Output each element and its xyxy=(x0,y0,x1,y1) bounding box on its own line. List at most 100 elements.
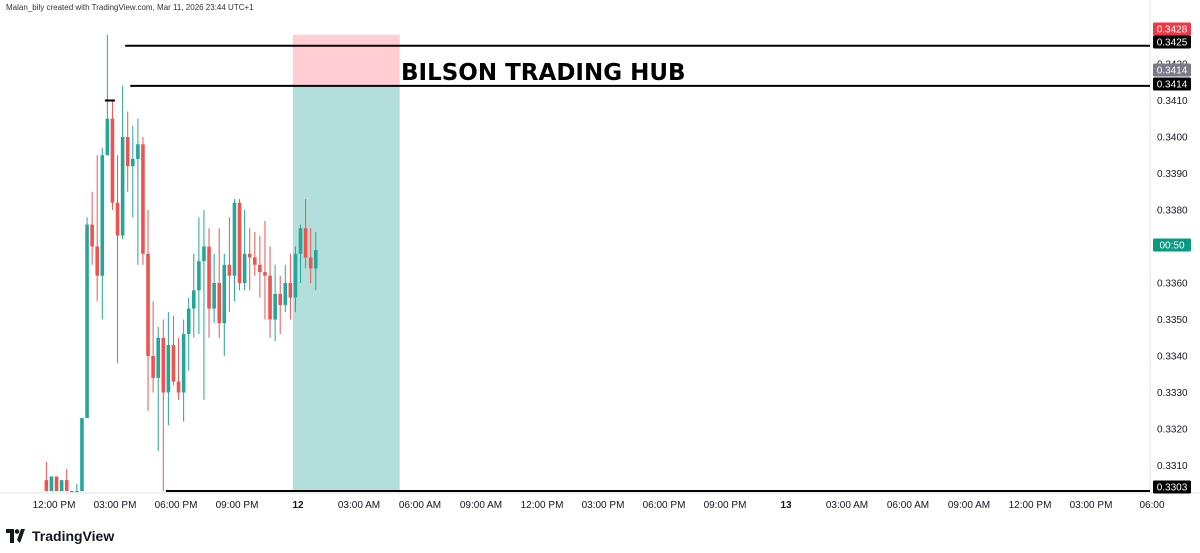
annotation-text[interactable]: BILSON TRADING HUB xyxy=(401,60,686,86)
candle-body xyxy=(136,144,140,159)
price-badges: 0.3428 0.3425 0.3414 0.3414 00:50 0.3303 xyxy=(1153,22,1191,494)
candle-body xyxy=(278,293,283,305)
candle-body xyxy=(156,337,161,378)
price-badge-label: 0.3428 xyxy=(1157,25,1188,36)
candle-body xyxy=(151,356,155,378)
time-tick-label: 03:00 PM xyxy=(1070,500,1113,511)
candle-body xyxy=(268,275,272,320)
candle-body xyxy=(69,491,74,493)
candle-body xyxy=(130,158,135,167)
candle-body xyxy=(100,155,105,276)
time-tick-label: 03:00 PM xyxy=(94,500,137,511)
price-badge xyxy=(1153,77,1191,91)
candle-body xyxy=(95,246,100,276)
candle-body xyxy=(263,272,267,276)
horizontal-lines[interactable] xyxy=(104,44,1150,493)
candle-body xyxy=(146,253,150,356)
price-badge-label: 0.3414 xyxy=(1157,80,1188,91)
candle-body xyxy=(283,283,288,305)
price-tick-label: 0.3400 xyxy=(1157,133,1188,144)
price-badge-label: 0.3414 xyxy=(1157,66,1188,77)
time-tick-label: 06:00 AM xyxy=(887,500,929,511)
date-tick-label: 12 xyxy=(292,500,304,511)
candle-body xyxy=(171,345,176,382)
candle-body xyxy=(75,491,79,493)
candle-body xyxy=(191,290,196,309)
price-tick-label: 0.3350 xyxy=(1157,315,1188,326)
price-tick-label: 0.3360 xyxy=(1157,279,1188,290)
candle-body xyxy=(105,118,110,156)
price-badge xyxy=(1153,63,1191,77)
time-axis[interactable]: 12:00 PM 03:00 PM 06:00 PM 09:00 PM 12 03:00 … xyxy=(33,500,1165,511)
time-tick-label: 09:00 AM xyxy=(948,500,990,511)
candle-body xyxy=(115,202,120,236)
price-tick-label: 0.3340 xyxy=(1157,352,1188,363)
time-tick-label: 09:00 AM xyxy=(460,500,502,511)
candle-body xyxy=(212,283,216,309)
take-profit-zone[interactable] xyxy=(292,85,400,492)
price-badge xyxy=(1153,480,1191,494)
candle-body xyxy=(49,476,54,492)
price-badge xyxy=(1153,22,1191,36)
candle-body xyxy=(64,480,69,492)
time-tick-label: 09:00 PM xyxy=(216,500,259,511)
price-badge-label: 0.3303 xyxy=(1157,483,1188,494)
candle-body xyxy=(161,337,166,393)
price-tick-label: 0.3330 xyxy=(1157,388,1188,399)
time-tick-label: 03:00 PM xyxy=(582,500,625,511)
candle-body xyxy=(237,202,242,283)
candle-body xyxy=(222,264,227,324)
candle-body xyxy=(110,118,115,203)
candle-body xyxy=(59,480,64,492)
candle-body xyxy=(120,137,125,236)
date-tick-label: 13 xyxy=(780,500,792,511)
candle-body xyxy=(80,418,84,492)
price-tick-label: 0.3390 xyxy=(1157,169,1188,180)
candle-body xyxy=(217,283,222,324)
time-tick-label: 06:00 xyxy=(1139,500,1164,511)
tradingview-brand: TradingView xyxy=(32,528,115,544)
price-axis[interactable]: 0.3310 0.3320 0.3330 0.3340 0.3350 0.3360 0.33… xyxy=(1157,60,1188,473)
candle-body xyxy=(202,246,206,262)
candle-body xyxy=(197,261,201,291)
tradingview-footer[interactable]: TradingView xyxy=(6,524,114,548)
candle-body xyxy=(273,293,277,320)
time-tick-label: 06:00 PM xyxy=(643,500,686,511)
price-tick-label: 0.3410 xyxy=(1157,96,1188,107)
candle-body xyxy=(258,264,262,273)
candle-body xyxy=(141,144,145,254)
candle-body xyxy=(125,137,130,167)
price-badge xyxy=(1153,238,1191,252)
time-tick-label: 06:00 AM xyxy=(399,500,441,511)
candle-body xyxy=(227,264,232,276)
candle-body xyxy=(207,246,211,309)
candle-body xyxy=(44,480,49,492)
candle-body xyxy=(54,476,59,492)
candle-body xyxy=(298,228,303,254)
time-tick-label: 03:00 AM xyxy=(826,500,868,511)
candle-body xyxy=(247,253,252,258)
candle-body xyxy=(308,257,313,269)
candle-body xyxy=(186,308,191,335)
candle-body xyxy=(293,253,298,298)
candle-body xyxy=(313,250,318,269)
candle-body xyxy=(242,253,247,283)
stop-loss-zone[interactable] xyxy=(292,34,400,86)
candle-body xyxy=(166,345,171,393)
candle-body xyxy=(232,202,237,276)
position-tool[interactable] xyxy=(292,34,400,492)
time-tick-label: 09:00 PM xyxy=(704,500,747,511)
price-badge-label: 00:50 xyxy=(1159,241,1184,252)
candle-series xyxy=(44,34,318,493)
time-tick-label: 03:00 AM xyxy=(338,500,380,511)
candle-body xyxy=(181,334,186,393)
candle-body xyxy=(288,283,293,298)
time-tick-label: 06:00 PM xyxy=(155,500,198,511)
tradingview-logo-icon xyxy=(6,529,25,543)
price-tick-label: 0.3310 xyxy=(1157,461,1188,472)
price-badge xyxy=(1153,35,1191,49)
candle-body xyxy=(176,381,181,393)
time-tick-label: 12:00 PM xyxy=(1009,500,1052,511)
price-tick-label: 0.3320 xyxy=(1157,425,1188,436)
